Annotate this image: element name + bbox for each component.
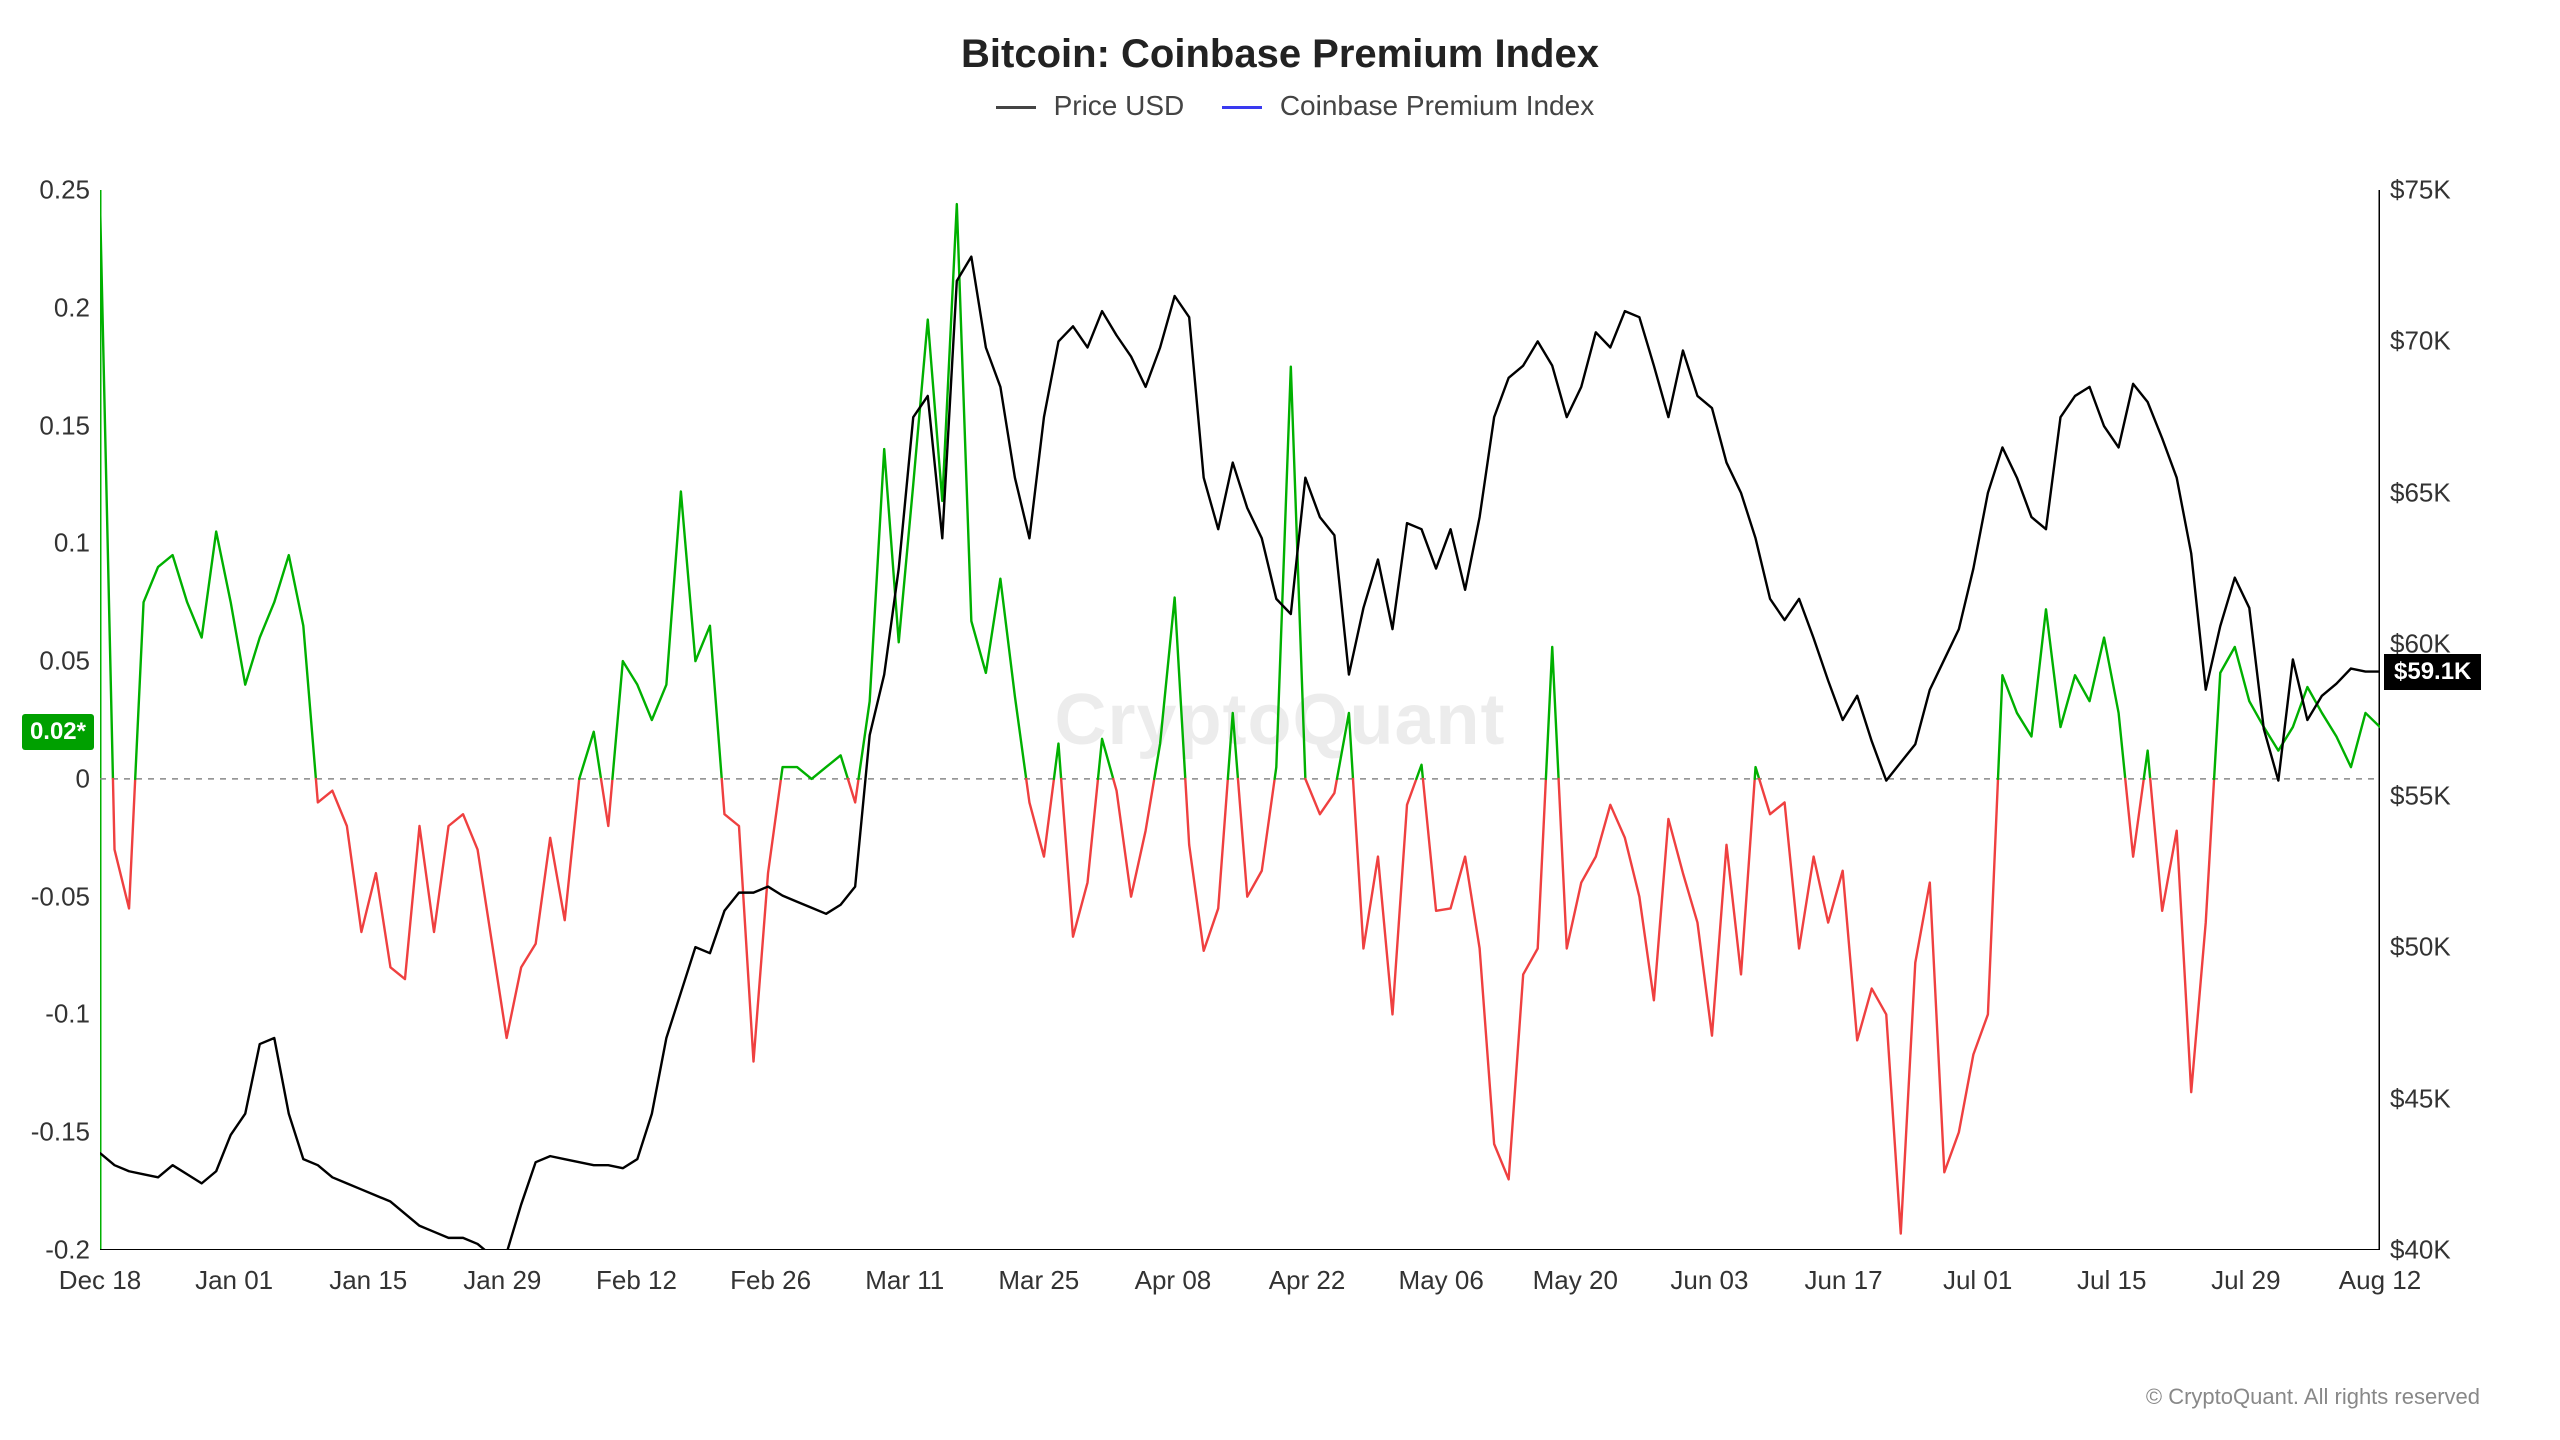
left-axis-tick: -0.15: [31, 1117, 90, 1148]
x-axis-tick: Jul 29: [2211, 1265, 2280, 1296]
x-axis-tick: Jun 17: [1804, 1265, 1882, 1296]
right-axis-tick: $70K: [2390, 326, 2451, 357]
x-axis-tick: Jun 03: [1670, 1265, 1748, 1296]
x-axis-tick: Mar 11: [865, 1265, 944, 1296]
right-axis-tick: $55K: [2390, 780, 2451, 811]
left-axis-tick: 0.05: [39, 646, 90, 677]
chart-plot: [100, 190, 2380, 1250]
left-axis-tick: -0.2: [45, 1235, 90, 1266]
right-value-badge: $59.1K: [2384, 654, 2481, 690]
x-axis-tick: Jul 01: [1943, 1265, 2012, 1296]
legend-swatch-premium: [1222, 106, 1262, 109]
chart-title: Bitcoin: Coinbase Premium Index: [0, 32, 2560, 77]
chart-legend: Price USD Coinbase Premium Index: [0, 90, 2560, 122]
right-axis-tick: $75K: [2390, 175, 2451, 206]
x-axis-tick: Apr 22: [1269, 1265, 1346, 1296]
x-axis-tick: Jan 15: [329, 1265, 407, 1296]
x-axis-tick: Feb 12: [596, 1265, 677, 1296]
copyright-text: © CryptoQuant. All rights reserved: [2146, 1384, 2480, 1410]
x-axis-tick: Jan 01: [195, 1265, 273, 1296]
left-axis-tick: 0.25: [39, 175, 90, 206]
right-axis-tick: $40K: [2390, 1235, 2451, 1266]
x-axis-tick: May 20: [1533, 1265, 1618, 1296]
right-axis-tick: $45K: [2390, 1083, 2451, 1114]
x-axis-tick: Feb 26: [730, 1265, 811, 1296]
x-axis-tick: Aug 12: [2339, 1265, 2421, 1296]
x-axis-tick: Jul 15: [2077, 1265, 2146, 1296]
legend-label-premium: Coinbase Premium Index: [1280, 90, 1594, 121]
x-axis-tick: May 06: [1399, 1265, 1484, 1296]
legend-label-price: Price USD: [1054, 90, 1185, 121]
chart-container: Bitcoin: Coinbase Premium Index Price US…: [0, 0, 2560, 1440]
x-axis-tick: Dec 18: [59, 1265, 141, 1296]
left-value-badge: 0.02*: [22, 714, 94, 750]
x-axis-tick: Apr 08: [1135, 1265, 1212, 1296]
left-axis-tick: -0.05: [31, 881, 90, 912]
legend-swatch-price: [996, 106, 1036, 109]
x-axis-tick: Mar 25: [998, 1265, 1079, 1296]
left-axis-tick: 0.1: [54, 528, 90, 559]
left-axis-tick: 0.2: [54, 292, 90, 323]
left-axis-tick: 0: [76, 763, 90, 794]
x-axis-tick: Jan 29: [463, 1265, 541, 1296]
left-axis-tick: 0.15: [39, 410, 90, 441]
left-axis-tick: -0.1: [45, 999, 90, 1030]
right-axis-tick: $65K: [2390, 477, 2451, 508]
right-axis-tick: $50K: [2390, 932, 2451, 963]
